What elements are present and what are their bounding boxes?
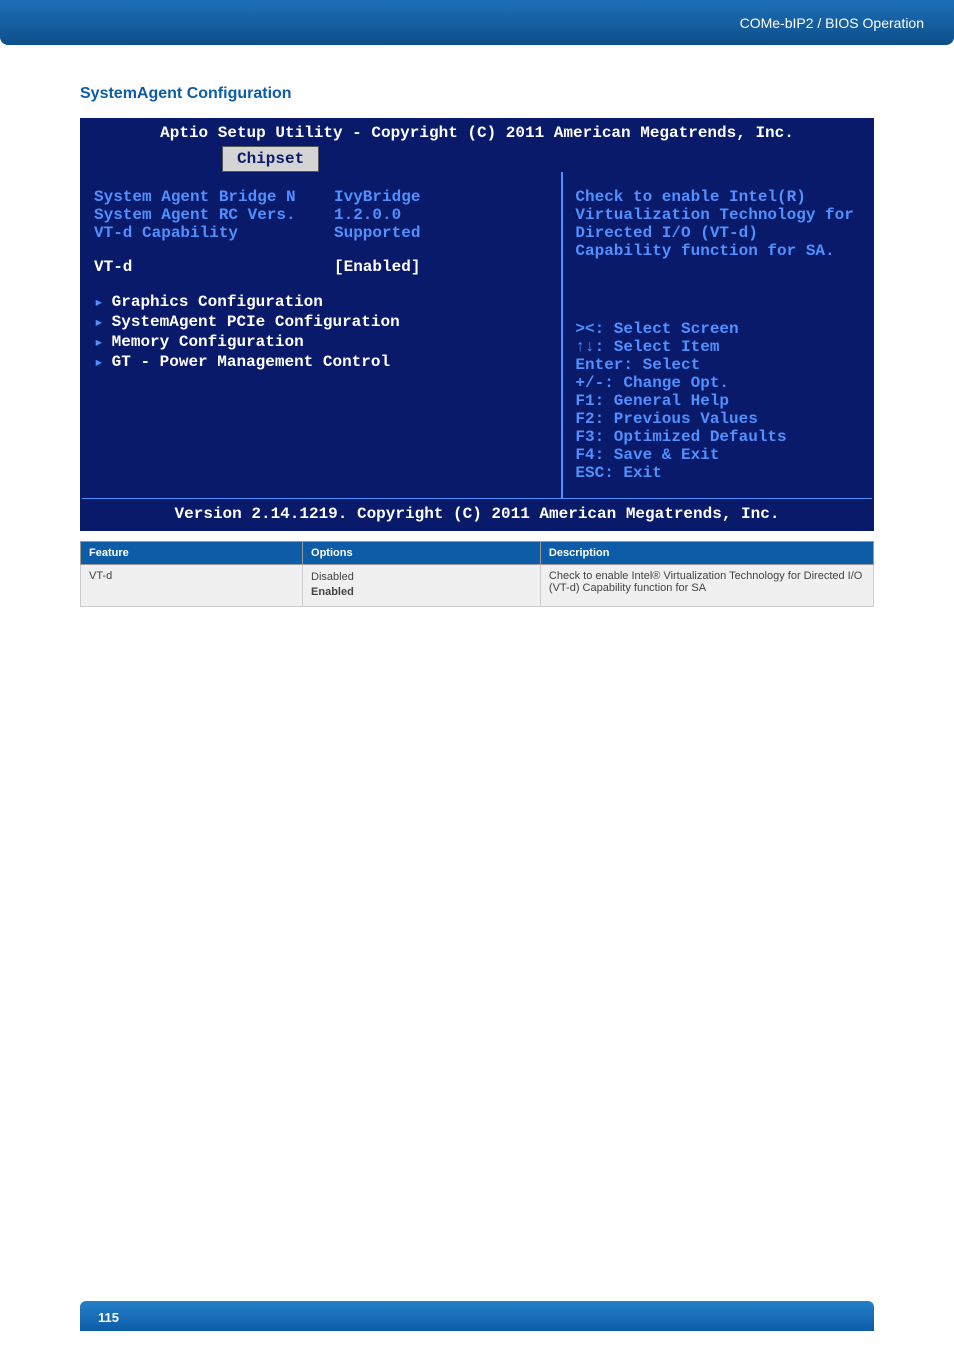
bios-footer: Version 2.14.1219. Copyright (C) 2011 Am… <box>82 498 872 529</box>
info-label: VT-d Capability <box>94 224 334 242</box>
cell-description: Check to enable Intel® Virtualization Te… <box>540 565 873 607</box>
chevron-right-icon: ▸ <box>94 292 104 312</box>
option-disabled: Disabled <box>311 571 354 583</box>
cell-feature: VT-d <box>81 565 303 607</box>
chevron-right-icon: ▸ <box>94 312 104 332</box>
page-number: 115 <box>98 1310 119 1325</box>
nav-line: F4: Save & Exit <box>575 446 860 464</box>
section-title: SystemAgent Configuration <box>80 85 874 103</box>
bios-left-panel: System Agent Bridge N IvyBridge System A… <box>82 172 563 498</box>
submenu-label: Graphics Configuration <box>112 293 323 311</box>
bios-tab-row: Chipset <box>82 146 872 172</box>
bios-info-row: System Agent RC Vers. 1.2.0.0 <box>94 206 549 224</box>
info-value: IvyBridge <box>334 188 420 206</box>
breadcrumb: COMe-bIP2 / BIOS Operation <box>740 15 924 31</box>
bios-screenshot: Aptio Setup Utility - Copyright (C) 2011… <box>80 118 874 531</box>
setting-value: [Enabled] <box>334 258 420 276</box>
nav-line: +/-: Change Opt. <box>575 374 860 392</box>
bios-setting-row[interactable]: VT-d [Enabled] <box>94 258 549 276</box>
submenu-item[interactable]: ▸ SystemAgent PCIe Configuration <box>94 312 549 332</box>
col-description: Description <box>540 542 873 565</box>
bios-submenu-list: ▸ Graphics Configuration ▸ SystemAgent P… <box>94 292 549 372</box>
info-label: System Agent RC Vers. <box>94 206 334 224</box>
submenu-label: SystemAgent PCIe Configuration <box>112 313 400 331</box>
chevron-right-icon: ▸ <box>94 352 104 372</box>
page-header: COMe-bIP2 / BIOS Operation <box>0 0 954 45</box>
submenu-label: Memory Configuration <box>112 333 304 351</box>
setting-label: VT-d <box>94 258 334 276</box>
bios-title: Aptio Setup Utility - Copyright (C) 2011… <box>82 120 872 146</box>
info-value: Supported <box>334 224 420 242</box>
col-feature: Feature <box>81 542 303 565</box>
nav-line: F1: General Help <box>575 392 860 410</box>
table-row: VT-d Disabled Enabled Check to enable In… <box>81 565 874 607</box>
nav-line: ↑↓: Select Item <box>575 338 860 356</box>
submenu-label: GT - Power Management Control <box>112 353 390 371</box>
nav-line: F3: Optimized Defaults <box>575 428 860 446</box>
option-enabled: Enabled <box>311 586 354 598</box>
cell-options: Disabled Enabled <box>303 565 541 607</box>
bios-help-text: Check to enable Intel(R) Virtualization … <box>575 188 860 260</box>
submenu-item[interactable]: ▸ Graphics Configuration <box>94 292 549 312</box>
nav-line: F2: Previous Values <box>575 410 860 428</box>
nav-line: Enter: Select <box>575 356 860 374</box>
submenu-item[interactable]: ▸ Memory Configuration <box>94 332 549 352</box>
table-header-row: Feature Options Description <box>81 542 874 565</box>
content-area: SystemAgent Configuration Aptio Setup Ut… <box>0 45 954 627</box>
bios-nav-help: ><: Select Screen ↑↓: Select Item Enter:… <box>575 320 860 482</box>
nav-line: ESC: Exit <box>575 464 860 482</box>
bios-body: System Agent Bridge N IvyBridge System A… <box>82 172 872 498</box>
bios-right-panel: Check to enable Intel(R) Virtualization … <box>563 172 872 498</box>
nav-line: ><: Select Screen <box>575 320 860 338</box>
chevron-right-icon: ▸ <box>94 332 104 352</box>
submenu-item[interactable]: ▸ GT - Power Management Control <box>94 352 549 372</box>
bios-tab-chipset: Chipset <box>222 146 319 172</box>
page-footer-bar <box>80 1301 874 1331</box>
feature-table: Feature Options Description VT-d Disable… <box>80 541 874 607</box>
bios-info-row: System Agent Bridge N IvyBridge <box>94 188 549 206</box>
info-value: 1.2.0.0 <box>334 206 401 224</box>
bios-info-row: VT-d Capability Supported <box>94 224 549 242</box>
info-label: System Agent Bridge N <box>94 188 334 206</box>
col-options: Options <box>303 542 541 565</box>
